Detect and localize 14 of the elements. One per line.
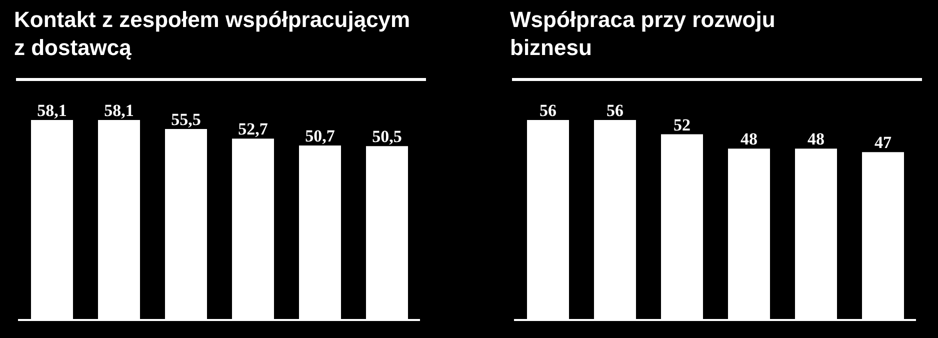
data-label: 47 [874,133,892,152]
data-label: 50,5 [372,127,402,146]
data-label: 56 [606,101,624,120]
data-label: 48 [808,130,824,149]
data-label: 55,5 [171,110,201,129]
data-label: 58,1 [37,101,67,120]
data-label: 48 [740,130,758,149]
data-label: 52,7 [238,120,268,139]
chart-title: Współpraca przy rozwoju biznesu [510,6,776,62]
data-label: 58,1 [104,101,134,120]
data-label: 50,7 [305,126,336,146]
data-label: 52 [674,115,690,134]
chart-title: Kontakt z zespołem współpracującym z dostawcą [14,6,412,62]
data-label: 56 [540,101,556,120]
